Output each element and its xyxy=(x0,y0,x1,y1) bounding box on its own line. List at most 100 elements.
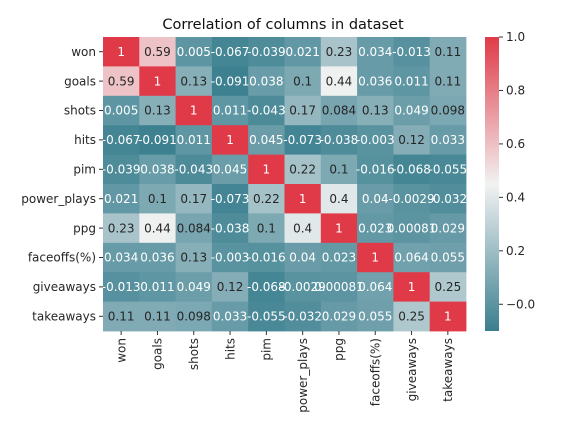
heatmap-cell xyxy=(175,154,213,185)
cell-value-label: 0.13 xyxy=(144,104,171,118)
cell-value-label: 0.11 xyxy=(108,310,135,324)
heatmap-cell xyxy=(357,95,394,126)
heatmap-cell xyxy=(175,242,213,273)
cell-value-label: 0.44 xyxy=(326,74,353,88)
heatmap-cell xyxy=(284,242,322,273)
colorbar: −0.0 0.2 0.4 0.6 0.8 1.0 xyxy=(485,30,535,331)
heatmap-cell xyxy=(248,95,285,126)
cell-value-label: 0.04 xyxy=(289,251,316,265)
heatmap-cell xyxy=(320,66,358,97)
heatmap-cell xyxy=(429,184,467,214)
heatmap-cell xyxy=(248,301,285,332)
heatmap-cell xyxy=(139,125,176,155)
cell-value-label: 0.038 xyxy=(140,163,174,177)
column-label: giveaways xyxy=(405,338,419,401)
heatmap-cell xyxy=(357,125,394,155)
cell-value-label: 0.021 xyxy=(285,45,319,59)
cell-value-label: 0.00081 xyxy=(387,221,437,235)
cell-value-label: -0.073 xyxy=(211,192,250,206)
heatmap-cell xyxy=(284,37,322,67)
cell-value-label: 0.064 xyxy=(394,251,428,265)
colorbar-gradient xyxy=(485,37,499,331)
cell-value-label: 1 xyxy=(117,45,125,59)
heatmap-cell xyxy=(175,95,213,126)
heatmap-cell xyxy=(357,37,394,67)
row-label: shots xyxy=(64,104,96,118)
heatmap-cell xyxy=(393,95,431,126)
cell-value-label: 1 xyxy=(226,133,234,147)
heatmap-cell xyxy=(103,66,140,97)
heatmap-cell xyxy=(320,301,358,332)
cell-value-label: 1 xyxy=(299,192,307,206)
heatmap-cell xyxy=(211,125,249,155)
heatmap-cell xyxy=(103,301,140,332)
cell-value-label: -0.043 xyxy=(247,104,286,118)
heatmap-cell xyxy=(429,242,467,273)
cell-value-label: 0.17 xyxy=(289,104,316,118)
colorbar-tick-label: −0.0 xyxy=(506,297,535,311)
heatmap-cell xyxy=(357,184,394,214)
cell-value-label: 0.22 xyxy=(289,163,316,177)
heatmap-cell xyxy=(320,154,358,185)
cell-value-label: 0.033 xyxy=(431,133,465,147)
heatmap-cell xyxy=(393,37,431,67)
heatmap-cell xyxy=(211,242,249,273)
heatmap-cell xyxy=(393,184,431,214)
heatmap-cell xyxy=(211,95,249,126)
cell-value-label: 0.029 xyxy=(431,221,465,235)
heatmap-cell xyxy=(248,37,285,67)
column-label: takeaways xyxy=(441,338,455,402)
cell-value-label: 0.005 xyxy=(177,45,211,59)
heatmap-cell xyxy=(139,66,176,97)
cell-value-label: 0.44 xyxy=(144,221,171,235)
cell-value-label: 1 xyxy=(154,74,162,88)
cell-value-label: 0.098 xyxy=(431,104,465,118)
colorbar-tick-label: 0.2 xyxy=(506,244,525,258)
heatmap-cell xyxy=(211,272,249,302)
heatmap-cell xyxy=(103,154,140,185)
cell-value-label: -0.055 xyxy=(429,163,468,177)
cell-value-label: -0.0029 xyxy=(388,192,434,206)
cell-value-label: 0.045 xyxy=(249,133,283,147)
cell-value-label: -0.091 xyxy=(138,133,177,147)
cell-value-label: -0.067 xyxy=(102,133,141,147)
column-label: hits xyxy=(223,338,237,360)
cell-value-label: 0.12 xyxy=(398,133,425,147)
cell-value-label: -0.038 xyxy=(320,133,359,147)
heatmap-cell xyxy=(139,272,176,302)
cell-value-label: -0.039 xyxy=(102,163,141,177)
cell-value-label: 0.011 xyxy=(213,104,247,118)
heatmap-cell xyxy=(248,184,285,214)
column-label: won xyxy=(114,338,128,363)
cell-value-label: 0.4 xyxy=(329,192,348,206)
column-tick-labels: won goals shots hits pim power_plays ppg faceof… xyxy=(114,331,455,413)
cell-value-label: 0.033 xyxy=(213,310,247,324)
heatmap-cell xyxy=(284,184,322,214)
cell-value-label: 0.021 xyxy=(104,192,138,206)
cell-value-label: -0.013 xyxy=(102,280,141,294)
cell-value-label: 0.011 xyxy=(177,133,211,147)
cell-value-label: 0.11 xyxy=(144,310,171,324)
cell-value-label: 0.23 xyxy=(108,221,135,235)
cell-value-label: 0.064 xyxy=(358,280,392,294)
heatmap-cell xyxy=(103,184,140,214)
cell-value-label: 0.12 xyxy=(217,280,244,294)
cell-value-label: -0.043 xyxy=(174,163,213,177)
row-label: won xyxy=(71,45,96,59)
cell-value-label: 0.055 xyxy=(358,310,392,324)
heatmap-cell xyxy=(103,242,140,273)
heatmap-cell xyxy=(211,213,249,244)
cell-value-label: 0.13 xyxy=(362,104,389,118)
cell-value-label: 1 xyxy=(408,280,416,294)
row-label: ppg xyxy=(73,221,96,235)
heatmap-cell xyxy=(284,154,322,185)
heatmap-cell xyxy=(429,213,467,244)
cell-value-label: -0.016 xyxy=(356,163,395,177)
column-label: pim xyxy=(260,338,274,361)
cell-value-label: 0.1 xyxy=(293,74,312,88)
cell-value-label: 0.00081 xyxy=(314,280,364,294)
heatmap-cell xyxy=(211,154,249,185)
heatmap-cell xyxy=(139,37,176,67)
heatmap-cell xyxy=(393,301,431,332)
